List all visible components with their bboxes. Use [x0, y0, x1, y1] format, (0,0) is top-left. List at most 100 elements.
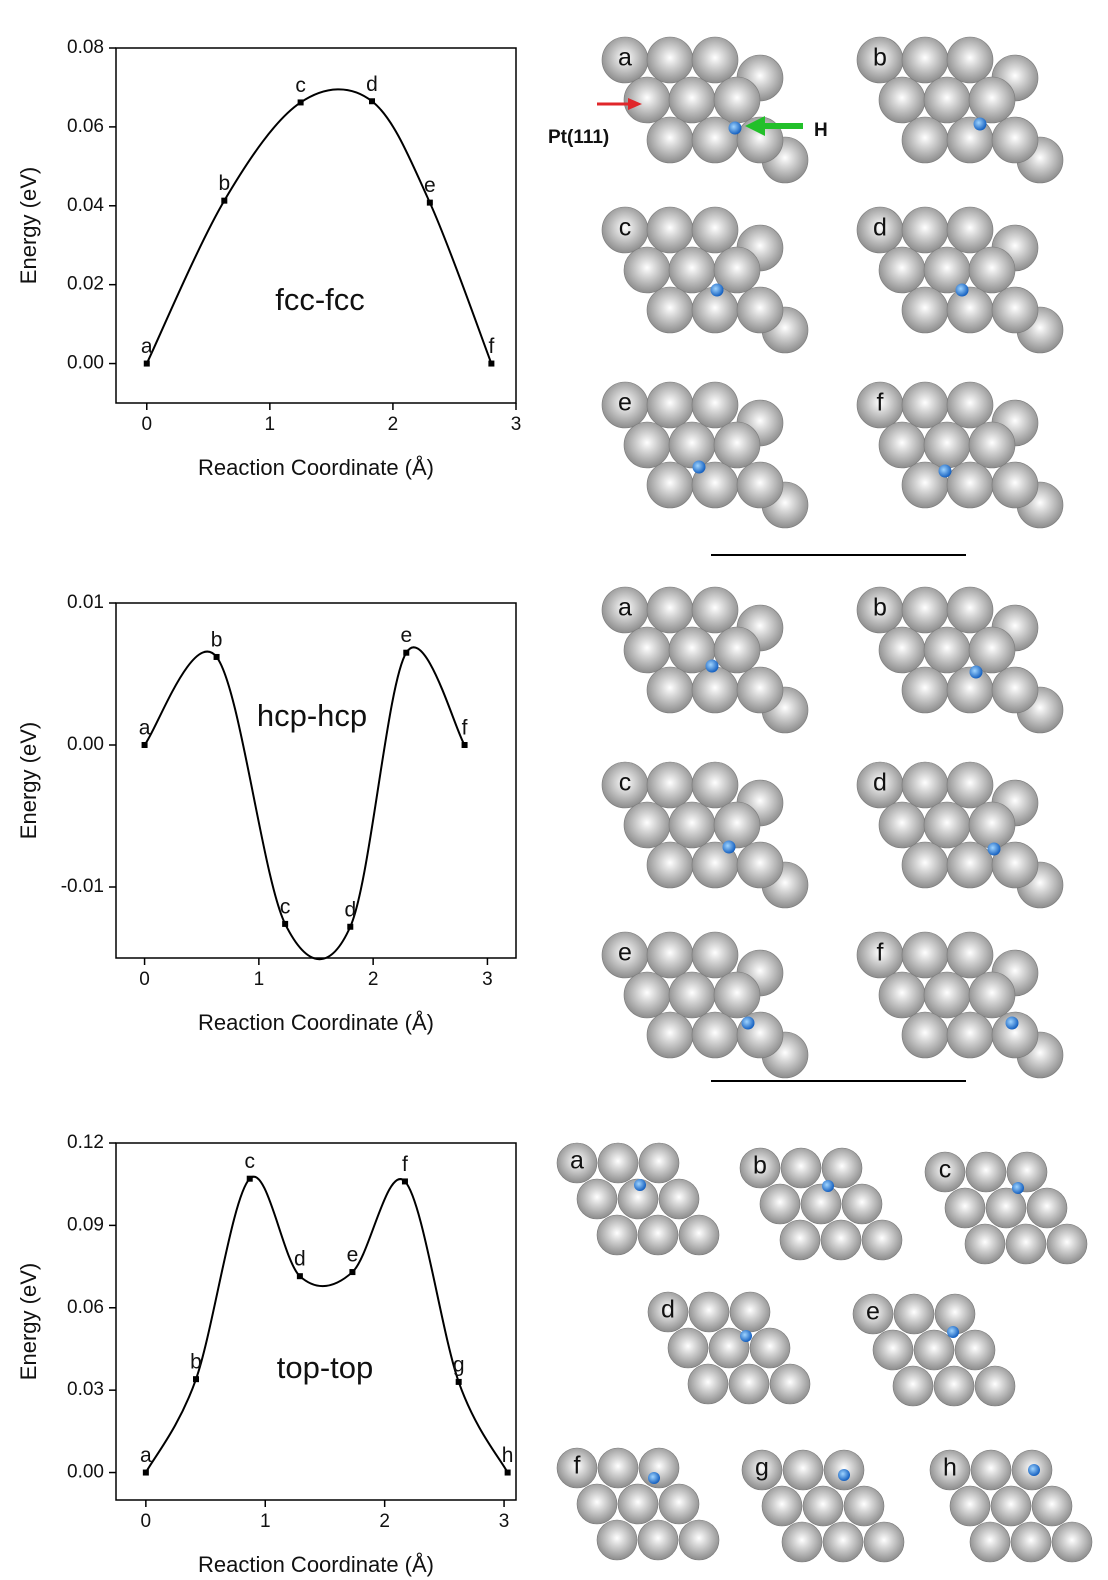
y-axis-label: Energy (eV) [16, 722, 41, 839]
pt-atom [820, 1219, 862, 1261]
point-marker [488, 360, 495, 367]
x-axis-label: Reaction Coordinate (Å) [198, 455, 434, 480]
structure-label: c [619, 214, 632, 242]
pt-atom [946, 381, 994, 429]
point-label: c [295, 74, 306, 97]
pt-atom [708, 1327, 750, 1369]
x-tick-label: 3 [499, 1511, 510, 1532]
pt-atom [1031, 1485, 1073, 1527]
pt-atom [878, 246, 926, 294]
pt-atom [878, 801, 926, 849]
y-tick-label: 0.04 [67, 195, 104, 216]
structure-label: a [618, 44, 632, 72]
pt-atom [646, 761, 694, 809]
h-atom [969, 665, 983, 679]
pt-atom [949, 1485, 991, 1527]
pt-atom [691, 761, 739, 809]
structure-label: f [877, 389, 884, 417]
h-atom [728, 121, 742, 135]
pt-atom [1051, 1521, 1093, 1563]
annotation: fcc-fcc [275, 282, 365, 317]
point-marker [141, 742, 148, 748]
x-tick-label: 0 [139, 969, 150, 990]
point-label: d [366, 73, 378, 96]
pt-atom [729, 1291, 771, 1333]
pt-atom [576, 1483, 618, 1525]
h-atom [938, 464, 952, 478]
pt-atom [841, 1183, 883, 1225]
pt-atom [736, 461, 784, 509]
structure-label: b [753, 1152, 767, 1180]
pt-atom [968, 76, 1016, 124]
pt-atom [821, 1147, 863, 1189]
y-tick-label: 0.03 [67, 1379, 104, 1400]
x-axis-label: Reaction Coordinate (Å) [198, 1010, 434, 1035]
structure-label: e [618, 389, 632, 417]
chart: 0 1 2 3 0.00 0.02 0.04 0.06 0.08 Reaction Coordin… [16, 37, 521, 480]
structures: a b c d e f a b c d e f a b c d e f g h [556, 36, 1093, 1563]
pt-atom [623, 421, 671, 469]
pt-atom [968, 971, 1016, 1019]
pt-atom [647, 1291, 689, 1333]
point-label: e [400, 624, 412, 647]
pt-atom [946, 36, 994, 84]
pt-atom [637, 1214, 679, 1256]
pt-atom [968, 801, 1016, 849]
pt-label: Pt(111) [548, 127, 609, 148]
x-tick-label: 1 [260, 1511, 271, 1532]
pt-atom [623, 246, 671, 294]
pt-atom [878, 971, 926, 1019]
pt-atom [901, 116, 949, 164]
pt-atom [741, 1449, 783, 1491]
pt-atom [946, 931, 994, 979]
y-tick-label: 0.00 [67, 1462, 104, 1483]
pt-atom [691, 1011, 739, 1059]
pt-atom [739, 1147, 781, 1189]
pt-atom [946, 586, 994, 634]
plot-frame [115, 47, 517, 404]
pt-atom [769, 1363, 811, 1405]
pt-atom [968, 246, 1016, 294]
pt-atom [668, 421, 716, 469]
point-marker [297, 99, 304, 106]
pt-atom [1005, 1223, 1047, 1265]
structure-label: b [873, 44, 887, 72]
h-atom [740, 1330, 752, 1342]
pt-atom [646, 666, 694, 714]
pt-atom [668, 76, 716, 124]
pt-atom [556, 1142, 598, 1184]
pt-atom [638, 1142, 680, 1184]
point-marker [296, 1273, 303, 1280]
pt-atom [990, 1485, 1032, 1527]
pt-atom [800, 1183, 842, 1225]
pt-atom [802, 1485, 844, 1527]
pt-atom [822, 1521, 864, 1563]
h-atom [634, 1179, 646, 1191]
h-atom [1005, 1016, 1019, 1030]
pt-atom [964, 1223, 1006, 1265]
structure-label: h [943, 1454, 957, 1482]
pt-atom [901, 36, 949, 84]
pt-atom [933, 1365, 975, 1407]
pt-atom [901, 381, 949, 429]
h-atom [973, 117, 987, 131]
curve [144, 1175, 509, 1474]
pt-atom [924, 1151, 966, 1193]
pt-atom [1006, 1151, 1048, 1193]
y-tick-label: 0.06 [67, 1297, 104, 1318]
pt-atom [991, 116, 1039, 164]
pt-atom [691, 381, 739, 429]
pt-atom [646, 586, 694, 634]
pt-atom [1026, 1187, 1068, 1229]
pt-atom [691, 931, 739, 979]
pt-atom [713, 971, 761, 1019]
point-label: a [140, 1444, 152, 1467]
h-atom [722, 840, 736, 854]
structure-label: b [873, 594, 887, 622]
pt-atom [861, 1219, 903, 1261]
point-label: a [141, 335, 153, 358]
point-marker [349, 1269, 356, 1276]
pt-atom [691, 206, 739, 254]
pt-atom [991, 1011, 1039, 1059]
pt-atom [923, 76, 971, 124]
